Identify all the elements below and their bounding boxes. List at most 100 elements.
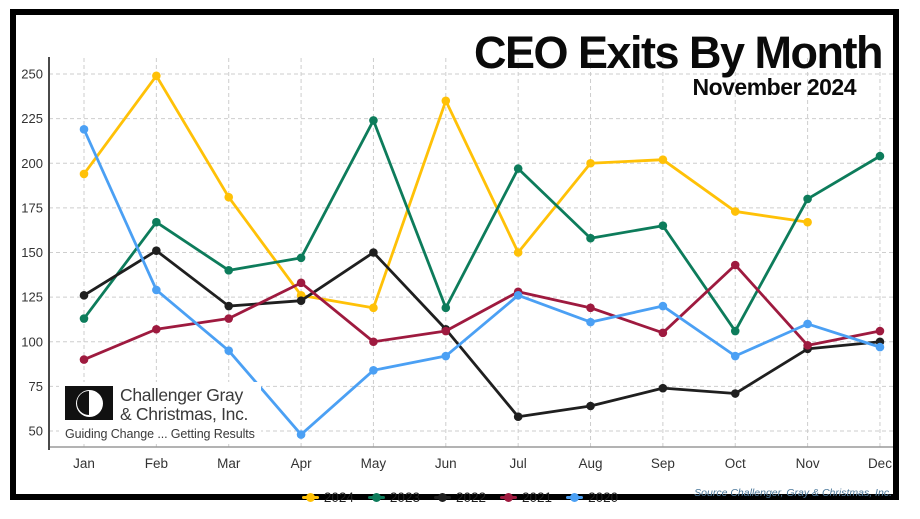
svg-text:Dec: Dec — [868, 456, 892, 471]
data-point-2021 — [441, 326, 451, 336]
data-point-2021 — [369, 337, 378, 347]
data-point-2020 — [875, 342, 885, 352]
data-point-2023 — [658, 221, 668, 231]
data-point-2024 — [152, 71, 161, 81]
svg-text:Jul: Jul — [510, 456, 527, 471]
data-point-2024 — [224, 192, 234, 202]
data-point-2022 — [586, 401, 595, 411]
data-point-2020 — [803, 319, 812, 329]
challenger-logo-tagline: Guiding Change ... Getting Results — [65, 427, 255, 441]
svg-text:125: 125 — [21, 290, 43, 305]
data-point-2021 — [586, 303, 595, 313]
data-point-2021 — [803, 341, 812, 350]
series-2024 — [79, 71, 812, 313]
data-point-2020 — [152, 285, 161, 295]
series-2023 — [79, 116, 885, 336]
data-point-2024 — [586, 158, 595, 168]
svg-text:200: 200 — [21, 156, 43, 171]
data-point-2020 — [369, 366, 378, 375]
data-point-2023 — [369, 116, 378, 125]
legend-marker-2022 — [433, 493, 451, 502]
data-point-2022 — [658, 383, 668, 393]
logo-name-line2: & Christmas, Inc. — [120, 403, 249, 424]
data-point-2022 — [730, 389, 740, 398]
x-axis-labels: Jan Feb Mar Apr May Jun Jul Aug Sep Oct Nov Dec — [73, 456, 892, 471]
challenger-logo: Challenger Gray & Christmas, Inc. Guidin… — [59, 382, 261, 444]
svg-text:75: 75 — [29, 379, 43, 394]
data-point-2024 — [513, 248, 523, 257]
data-point-2022 — [224, 301, 234, 311]
legend-marker-2023 — [367, 493, 385, 502]
svg-text:250: 250 — [21, 67, 43, 82]
svg-text:Mar: Mar — [217, 456, 241, 471]
series-2021 — [79, 260, 885, 364]
data-point-2023 — [730, 326, 740, 336]
legend-label-2020: 2020 — [588, 490, 619, 505]
chart-legend: 2024 2023 2022 2021 2020 — [0, 490, 920, 505]
data-point-2020 — [586, 317, 595, 327]
data-point-2023 — [513, 164, 523, 173]
data-point-2023 — [79, 314, 89, 323]
data-point-2024 — [369, 303, 378, 313]
svg-text:225: 225 — [21, 111, 43, 126]
data-point-2024 — [730, 207, 740, 216]
data-point-2022 — [79, 291, 89, 300]
data-point-2021 — [296, 278, 306, 288]
series-line-2022 — [82, 249, 882, 419]
data-point-2021 — [875, 326, 885, 336]
data-point-2022 — [296, 296, 306, 305]
legend-label-2022: 2022 — [455, 490, 487, 505]
data-point-2020 — [730, 351, 740, 361]
data-point-2024 — [79, 169, 89, 179]
challenger-logo-icon — [65, 386, 113, 420]
chart-subtitle: November 2024 — [692, 74, 856, 100]
data-point-2021 — [224, 314, 234, 323]
chart-axes — [48, 57, 897, 450]
data-point-2020 — [296, 430, 306, 439]
svg-text:Oct: Oct — [725, 456, 746, 471]
data-point-2023 — [803, 194, 812, 204]
data-point-2023 — [875, 151, 885, 161]
legend-marker-2020 — [566, 493, 584, 502]
legend-item-2024: 2024 — [301, 490, 354, 505]
data-point-2021 — [79, 355, 89, 364]
legend-marker-2024 — [301, 493, 319, 502]
data-point-2021 — [730, 260, 740, 270]
data-point-2020 — [224, 346, 234, 355]
data-point-2020 — [513, 291, 523, 300]
data-point-2022 — [513, 412, 523, 422]
svg-text:Jun: Jun — [435, 456, 457, 471]
data-point-2024 — [658, 155, 668, 164]
svg-text:Apr: Apr — [291, 456, 313, 471]
data-point-2021 — [152, 324, 161, 334]
data-point-2020 — [658, 301, 668, 311]
series-line-2023 — [82, 119, 882, 333]
chart-title: CEO Exits By Month — [473, 27, 884, 78]
data-point-2023 — [296, 253, 306, 263]
svg-text:May: May — [361, 456, 387, 471]
svg-text:175: 175 — [21, 200, 43, 215]
svg-text:Feb: Feb — [145, 456, 168, 471]
svg-text:50: 50 — [29, 424, 43, 439]
svg-text:Jan: Jan — [73, 456, 95, 471]
data-point-2020 — [79, 125, 89, 134]
legend-label-2021: 2021 — [522, 490, 553, 505]
data-point-2020 — [441, 351, 451, 361]
data-point-2021 — [658, 328, 668, 338]
legend-item-2021: 2021 — [500, 490, 552, 505]
data-point-2022 — [369, 248, 378, 257]
title-block: CEO Exits By Month November 2024 — [473, 27, 884, 100]
legend-label-2024: 2024 — [323, 490, 354, 505]
data-point-2023 — [224, 266, 234, 275]
legend-label-2023: 2023 — [389, 490, 420, 505]
legend-item-2020: 2020 — [566, 490, 618, 505]
y-axis-labels: 250 225 200 175 150 125 100 75 50 — [21, 67, 43, 439]
challenger-logo-name: Challenger Gray & Christmas, Inc. — [120, 386, 248, 424]
legend-item-2022: 2022 — [433, 490, 487, 505]
legend-item-2023: 2023 — [367, 490, 420, 505]
source-note: Source Challenger, Gray & Christmas, Inc… — [694, 487, 892, 499]
legend-marker-2021 — [500, 493, 518, 502]
svg-text:100: 100 — [21, 334, 43, 349]
svg-text:Aug: Aug — [579, 456, 603, 471]
